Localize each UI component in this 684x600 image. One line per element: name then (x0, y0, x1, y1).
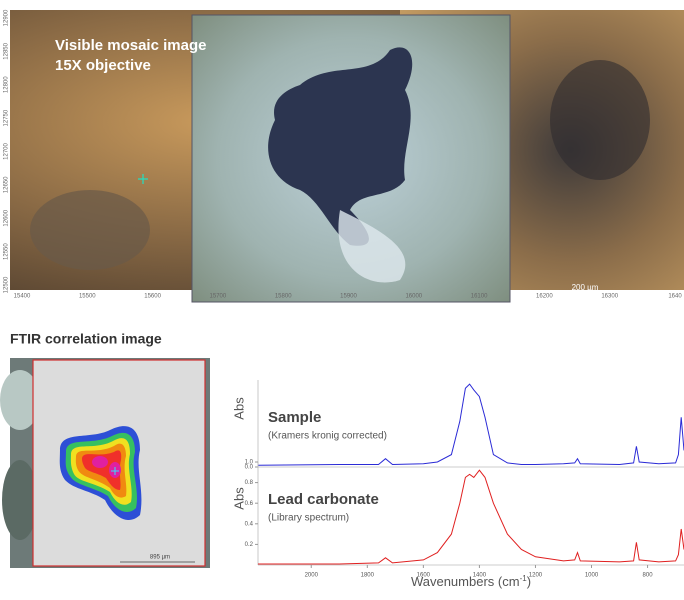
x-tick-label: 800 (643, 573, 654, 579)
ftir-title: FTIR correlation image (10, 331, 162, 347)
y-axis-label: Abs (231, 397, 246, 420)
mosaic-x-tick-label: 1640 (668, 294, 682, 300)
mosaic-y-tick-label: 12750 (4, 109, 10, 126)
mosaic-x-tick-label: 15600 (144, 294, 161, 300)
y-axis-label: Abs (231, 487, 246, 510)
series-name: Lead carbonate (268, 491, 379, 508)
ftir-image (0, 358, 210, 568)
mosaic-x-tick-label: 16000 (405, 294, 422, 300)
y-tick-label: 0.2 (245, 542, 254, 548)
spectrum-line (258, 384, 684, 465)
ftir-scale-bar-label: 895 µm (150, 555, 170, 561)
mosaic-y-tick-label: 12900 (4, 9, 10, 26)
y-tick-label: 1.0 (245, 460, 254, 466)
mosaic-x-tick-label: 15400 (14, 294, 31, 300)
y-tick-label: 0.4 (245, 521, 254, 527)
mosaic-x-tick-label: 16300 (601, 294, 618, 300)
mosaic-x-tick-label: 15800 (275, 294, 292, 300)
x-axis-label-part: ) (527, 574, 531, 589)
scale-bar-label: 200 µm (572, 283, 599, 292)
mosaic-y-tick-label: 12600 (4, 209, 10, 226)
mosaic-x-tick-label: 15500 (79, 294, 96, 300)
mosaic-x-tick-label: 16100 (471, 294, 488, 300)
mosaic-x-tick-label: 15700 (210, 294, 227, 300)
mosaic-subtitle: 15X objective (55, 57, 151, 74)
mosaic-y-tick-label: 12550 (4, 243, 10, 260)
mosaic-x-tick-label: 15900 (340, 294, 357, 300)
x-axis-label: Wavenumbers (cm-1) (411, 574, 531, 590)
x-axis-label-part: Wavenumbers (cm (411, 574, 520, 589)
x-tick-label: 2000 (305, 573, 319, 579)
series-name: Sample (268, 409, 321, 426)
mosaic-y-tick-label: 12650 (4, 176, 10, 193)
mosaic-y-tick-label: 12800 (4, 76, 10, 93)
mosaic-y-tick-label: 12700 (4, 142, 10, 159)
mosaic-y-tick-label: 12500 (4, 276, 10, 293)
mosaic-y-tick-label: 12850 (4, 42, 10, 59)
mosaic-x-tick-label: 16200 (536, 294, 553, 300)
series-subtitle: (Library spectrum) (268, 513, 349, 524)
series-subtitle: (Kramers kronig corrected) (268, 431, 387, 442)
figure: Visible mosaic image 15X objective 200 µ… (0, 0, 684, 595)
y-tick-label: 0.8 (245, 480, 254, 486)
mosaic-title: Visible mosaic image (55, 37, 206, 54)
x-tick-label: 1800 (361, 573, 375, 579)
x-tick-label: 1000 (585, 573, 599, 579)
